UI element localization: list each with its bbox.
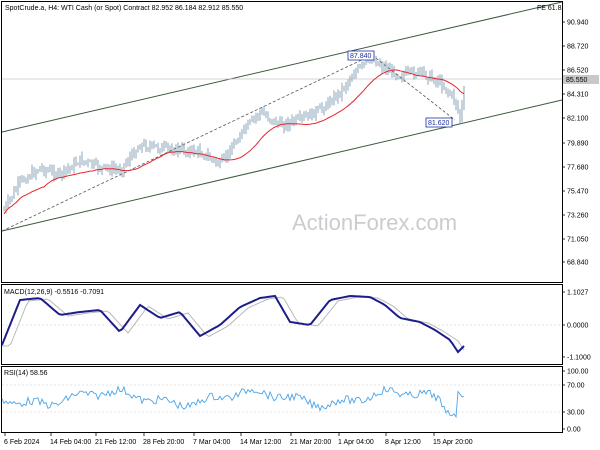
price-tick-label: 84.310	[567, 92, 589, 99]
macd-label: MACD(12,26,9) -0.5516 -0.7091	[4, 289, 104, 296]
time-tick-label: 8 Apr 12:00	[385, 439, 421, 446]
rsi-panel-frame	[1, 366, 563, 433]
macd-axis: 1.1027 0.0000 -1.1000	[562, 290, 591, 362]
price-axis: 90.940 88.720 86.520 84.310 82.100 79.890 77.6…	[562, 20, 589, 267]
watermark: ActionForex.com	[292, 210, 457, 235]
current-price-tag: 85.550	[566, 77, 588, 84]
price-tick-label: 73.260	[567, 213, 589, 220]
time-tick-label: 6 Feb 2024	[4, 439, 40, 446]
rsi-tick-label: 70.00	[567, 383, 585, 390]
macd-tick-label: -1.1000	[567, 355, 591, 362]
candles-group	[3, 53, 465, 214]
projection-dashed-line-1	[1, 54, 373, 232]
rsi-line	[1, 385, 465, 419]
price-tick-label: 86.520	[567, 68, 589, 75]
time-axis: 6 Feb 2024 14 Feb 04:00 21 Feb 12:00 28 Feb…	[4, 433, 473, 446]
projection-dashed-line-2	[371, 54, 456, 121]
high-tag-box	[347, 50, 375, 61]
macd-panel-frame	[1, 284, 563, 365]
low-tag-box	[425, 117, 453, 128]
time-tick-label: 21 Feb 12:00	[95, 439, 136, 446]
time-tick-label: 1 Apr 04:00	[338, 439, 374, 446]
low-tag: 81.620	[428, 120, 450, 127]
chart-header: SpotCrude.a, H4: WTI Cash (or Spot) Cont…	[5, 5, 243, 12]
rsi-tick-label: 0.00	[567, 427, 581, 434]
price-tick-label: 77.680	[567, 165, 589, 172]
time-tick-label: 14 Mar 12:00	[240, 439, 281, 446]
rsi-tick-label: 30.00	[567, 410, 585, 417]
macd-tick-label: 1.1027	[567, 290, 589, 297]
macd-signal-line	[2, 296, 465, 351]
channel-upper-line	[1, 1, 563, 133]
macd-tick-label: 0.0000	[567, 323, 589, 330]
price-tick-label: 75.470	[567, 189, 589, 196]
price-tick-label: 71.050	[567, 237, 589, 244]
main-panel-frame	[1, 1, 563, 283]
time-tick-label: 15 Apr 20:00	[433, 439, 473, 446]
price-tick-label: 79.890	[567, 141, 589, 148]
rsi-tick-label: 100.00	[567, 369, 589, 376]
price-tick-label: 82.100	[567, 116, 589, 123]
high-tag: 87.840	[350, 53, 372, 60]
current-price-tag-box	[563, 75, 599, 84]
rsi-label: RSI(14) 58.56	[4, 370, 48, 377]
time-tick-label: 14 Feb 04:00	[50, 439, 91, 446]
time-tick-label: 28 Feb 20:00	[143, 439, 184, 446]
time-tick-label: 7 Mar 04:00	[193, 439, 230, 446]
price-tick-label: 68.840	[567, 260, 589, 267]
moving-average-line	[3, 69, 465, 215]
rsi-axis: 100.00 70.00 30.00 0.00	[562, 369, 589, 434]
macd-line	[1, 294, 465, 354]
time-tick-label: 21 Mar 20:00	[290, 439, 331, 446]
fe-level-label: FE 61.8	[537, 5, 562, 12]
price-tick-label: 88.720	[567, 44, 589, 51]
channel-lower-line	[1, 99, 563, 232]
price-tick-label: 90.940	[567, 20, 589, 27]
